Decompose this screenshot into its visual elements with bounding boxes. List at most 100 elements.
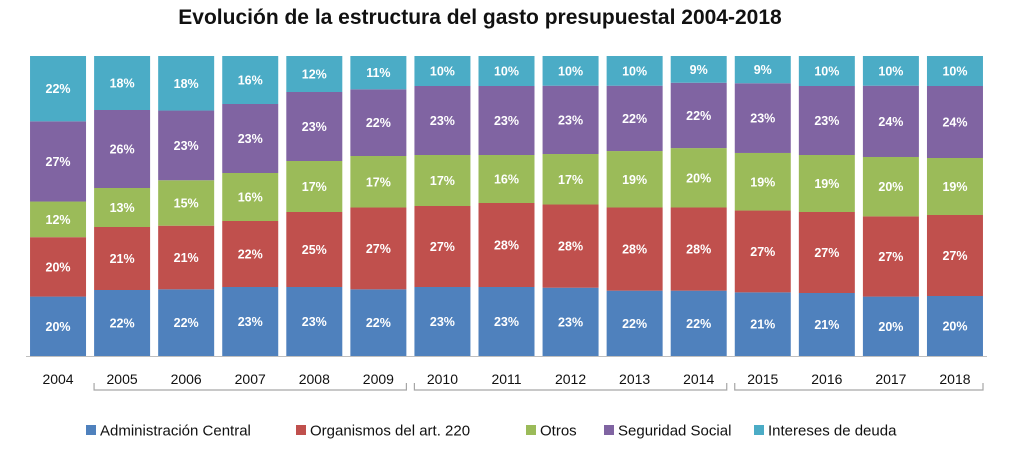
data-label: 27%: [430, 240, 455, 254]
bar-segment: [670, 207, 727, 291]
data-label: 27%: [814, 246, 839, 260]
bar-segment: [158, 289, 215, 356]
data-label: 10%: [494, 65, 519, 79]
data-label: 22%: [366, 116, 391, 130]
legend-swatch: [526, 425, 536, 435]
bar-segment: [926, 296, 983, 356]
data-label: 27%: [942, 249, 967, 263]
bar-segment: [158, 225, 215, 290]
data-label: 17%: [558, 173, 583, 187]
bar-segment: [350, 56, 407, 90]
data-label: 22%: [622, 112, 647, 126]
bar-segment: [30, 201, 87, 238]
data-label: 27%: [46, 155, 71, 169]
data-label: 27%: [878, 250, 903, 264]
legend-label: Seguridad Social: [618, 423, 731, 440]
bar-segment: [350, 156, 407, 208]
group-bracket: [413, 383, 728, 391]
bar-segment: [414, 206, 471, 287]
bar-segment: [734, 210, 791, 293]
data-label: 26%: [110, 143, 135, 157]
bar-segment: [862, 156, 919, 217]
bar-segment: [606, 85, 663, 152]
data-label: 19%: [814, 177, 839, 191]
x-tick-label: 2018: [939, 371, 970, 387]
bar-segment: [734, 56, 791, 84]
bar-segment: [542, 154, 599, 205]
data-label: 20%: [686, 171, 711, 185]
data-label: 11%: [366, 66, 390, 80]
bar-segment: [414, 287, 471, 356]
data-label: 20%: [878, 180, 903, 194]
plot-area: 20% 20% 12% 27% 22% 22% 21% 13% 26% 18% 22% 21% 15% 2…: [30, 56, 983, 356]
data-label: 18%: [174, 77, 199, 91]
group-bracket: [734, 383, 984, 391]
data-label: 22%: [110, 317, 135, 331]
bar-segment: [542, 287, 599, 356]
data-label: 17%: [302, 180, 327, 194]
data-label: 24%: [942, 116, 967, 130]
bar-segment: [798, 212, 855, 293]
data-label: 22%: [686, 317, 711, 331]
bar-segment: [798, 56, 855, 86]
bar-segment: [286, 212, 343, 287]
bar-segment: [478, 155, 535, 203]
legend-swatch: [604, 425, 614, 435]
data-label: 10%: [814, 65, 839, 79]
legend-swatch: [86, 425, 96, 435]
data-label: 23%: [430, 315, 455, 329]
data-label: 23%: [302, 120, 327, 134]
data-label: 12%: [46, 213, 71, 227]
x-tick-label: 2005: [107, 371, 138, 387]
bar-segment: [94, 56, 151, 110]
bar-segment: [606, 290, 663, 356]
data-label: 10%: [878, 64, 903, 78]
data-label: 23%: [558, 113, 583, 127]
bar-segment: [478, 203, 535, 287]
legend-swatch: [754, 425, 764, 435]
bar-segment: [414, 86, 471, 155]
data-label: 28%: [558, 240, 583, 254]
bar-segment: [286, 287, 343, 356]
bar-segment: [94, 188, 151, 227]
x-tick-label: 2007: [235, 371, 266, 387]
bar-segment: [862, 85, 919, 157]
data-label: 10%: [622, 64, 647, 78]
bar-segment: [606, 207, 663, 291]
data-label: 10%: [942, 65, 967, 79]
data-label: 21%: [110, 252, 135, 266]
bar-segment: [158, 56, 215, 111]
bar-segment: [734, 83, 791, 153]
bar-segment: [542, 85, 599, 155]
data-label: 23%: [750, 112, 775, 126]
legend-swatch: [296, 425, 306, 435]
bar-segment: [222, 287, 279, 356]
bar-segment: [222, 104, 279, 173]
bar-segment: [30, 237, 87, 297]
data-label: 22%: [686, 109, 711, 123]
bar-segment: [798, 155, 855, 212]
bar-segment: [414, 155, 471, 206]
x-tick-label: 2012: [555, 371, 586, 387]
data-label: 22%: [366, 316, 391, 330]
bar-segment: [734, 292, 791, 356]
bar-segment: [798, 293, 855, 356]
bar-segment: [670, 290, 727, 356]
data-label: 27%: [366, 242, 391, 256]
data-label: 22%: [238, 248, 263, 262]
data-label: 20%: [46, 320, 71, 334]
data-label: 23%: [238, 315, 263, 329]
data-label: 28%: [622, 243, 647, 257]
bar-segment: [606, 151, 663, 208]
x-tick-label: 2014: [683, 371, 714, 387]
data-label: 23%: [430, 114, 455, 128]
data-label: 19%: [750, 175, 775, 189]
bar-segment: [414, 56, 471, 86]
legend-label: Organismos del art. 220: [310, 423, 470, 440]
bar-segment: [670, 56, 727, 83]
legend-label: Otros: [540, 423, 577, 440]
bar-segment: [606, 56, 663, 86]
data-label: 28%: [686, 243, 711, 257]
data-label: 17%: [430, 174, 455, 188]
